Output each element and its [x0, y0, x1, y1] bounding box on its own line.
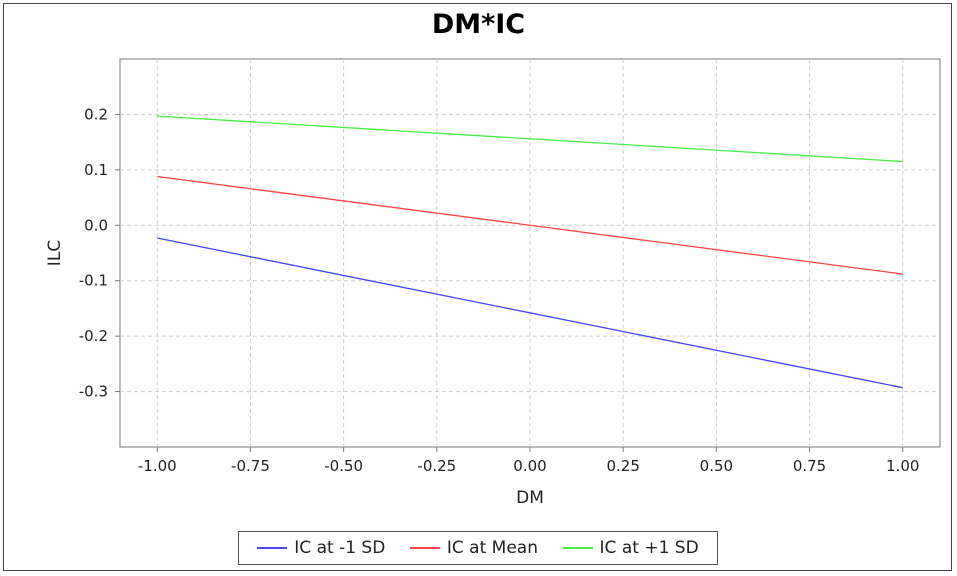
series-line [157, 175, 903, 275]
x-tick-label: 0.25 [606, 457, 639, 475]
legend-swatch [562, 547, 593, 549]
x-tick-label: 1.00 [886, 457, 919, 475]
series-line [157, 115, 903, 163]
x-tick-label: -0.50 [324, 457, 363, 475]
legend-swatch [257, 547, 288, 549]
series-lines [157, 115, 903, 389]
legend-item-ic-plus-1sd: IC at +1 SD [562, 538, 699, 558]
legend-label: IC at +1 SD [599, 538, 699, 558]
y-tick-label: -0.3 [79, 383, 108, 401]
legend: IC at -1 SD IC at Mean IC at +1 SD [238, 531, 718, 565]
series-line [157, 237, 903, 389]
grid-lines [120, 59, 940, 447]
legend-label: IC at -1 SD [294, 538, 386, 558]
x-tick-label: -0.25 [417, 457, 456, 475]
x-tick-label: -0.75 [231, 457, 270, 475]
x-axis-label: DM [516, 488, 544, 508]
x-tick-label: 0.75 [793, 457, 826, 475]
y-tick-label: 0.1 [84, 161, 108, 179]
y-tick-label: 0.0 [84, 216, 108, 234]
x-tick-label: 0.00 [513, 457, 546, 475]
y-axis-label: ILC [45, 240, 65, 266]
legend-label: IC at Mean [446, 538, 538, 558]
y-tick-label: -0.1 [79, 272, 108, 290]
legend-item-ic-mean: IC at Mean [409, 538, 538, 558]
y-tick-label: -0.2 [79, 327, 108, 345]
x-tick-label: 0.50 [700, 457, 733, 475]
axis-ticks: -1.00 -0.75 -0.50 -0.25 0.00 0.25 0.50 0.75 1.00… [79, 105, 920, 475]
legend-item-ic-minus-1sd: IC at -1 SD [257, 538, 385, 558]
legend-swatch [409, 547, 440, 549]
chart-title: DM*IC [431, 9, 526, 40]
x-tick-label: -1.00 [138, 457, 177, 475]
y-tick-label: 0.2 [84, 105, 108, 123]
